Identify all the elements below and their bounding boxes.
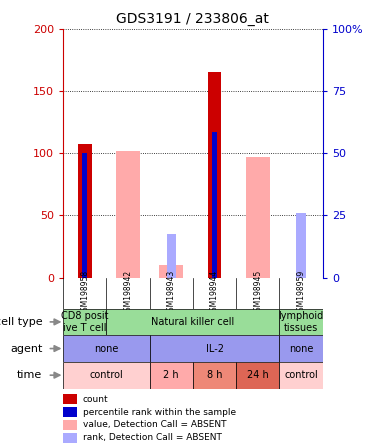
Text: GSM198944: GSM198944 [210, 270, 219, 316]
Bar [63, 420, 78, 430]
Bar [296, 213, 306, 278]
Text: GSM198945: GSM198945 [253, 270, 262, 316]
Text: 8 h: 8 h [207, 370, 222, 380]
Bar [150, 335, 279, 362]
Bar [246, 157, 270, 278]
Text: rank, Detection Call = ABSENT: rank, Detection Call = ABSENT [83, 433, 221, 442]
Bar [63, 394, 78, 404]
Bar [63, 432, 78, 443]
Text: GSM198942: GSM198942 [124, 270, 132, 316]
Bar [63, 335, 150, 362]
Text: 24 h: 24 h [247, 370, 269, 380]
Bar [279, 335, 323, 362]
Bar [160, 265, 183, 278]
Text: value, Detection Call = ABSENT: value, Detection Call = ABSENT [83, 420, 226, 429]
Bar [106, 309, 279, 335]
Text: IL-2: IL-2 [206, 344, 224, 353]
Text: agent: agent [10, 344, 42, 353]
Text: control: control [284, 370, 318, 380]
Text: GSM198958: GSM198958 [80, 270, 89, 316]
Bar [208, 72, 221, 278]
Title: GDS3191 / 233806_at: GDS3191 / 233806_at [116, 12, 269, 27]
Text: none: none [289, 344, 313, 353]
Bar [212, 132, 217, 278]
Text: CD8 posit
ive T cell: CD8 posit ive T cell [61, 311, 108, 333]
Bar [78, 144, 92, 278]
Bar [82, 153, 87, 278]
Text: 2 h: 2 h [164, 370, 179, 380]
Bar [193, 362, 236, 388]
Text: GSM198943: GSM198943 [167, 270, 176, 316]
Text: GSM198959: GSM198959 [297, 270, 306, 316]
Text: control: control [89, 370, 123, 380]
Bar [150, 362, 193, 388]
Text: cell type: cell type [0, 317, 42, 327]
Text: lymphoid
tissues: lymphoid tissues [279, 311, 324, 333]
Bar [63, 362, 150, 388]
Text: time: time [17, 370, 42, 380]
Bar [63, 309, 106, 335]
Bar [236, 362, 279, 388]
Text: percentile rank within the sample: percentile rank within the sample [83, 408, 236, 416]
Text: count: count [83, 395, 108, 404]
Bar [279, 362, 323, 388]
Bar [116, 151, 140, 278]
Bar [167, 234, 176, 278]
Text: none: none [94, 344, 119, 353]
Bar [63, 407, 78, 417]
Text: Natural killer cell: Natural killer cell [151, 317, 234, 327]
Bar [279, 309, 323, 335]
